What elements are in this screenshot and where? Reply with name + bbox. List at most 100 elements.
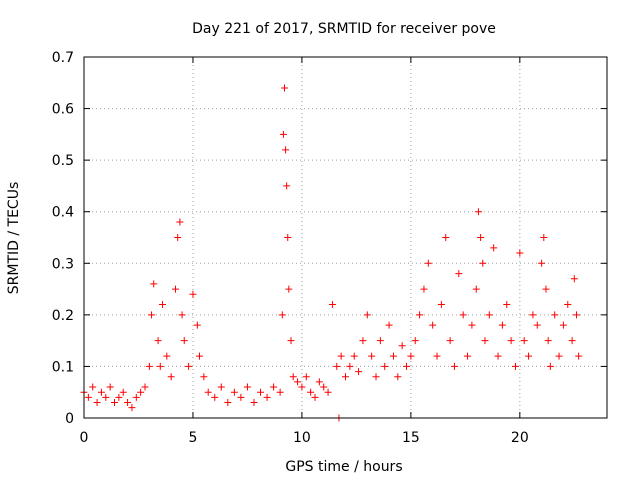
data-point [263,393,271,401]
data-point [437,301,445,309]
data-point [546,362,554,370]
data-point [324,388,332,396]
data-point [200,373,208,381]
data-point [84,393,92,401]
data-point [559,321,567,329]
x-tick-label: 0 [80,430,89,446]
data-point [307,388,315,396]
x-tick-label: 20 [511,430,529,446]
data-point [185,362,193,370]
data-point [433,352,441,360]
x-tick-label: 5 [188,430,197,446]
data-point [575,352,583,360]
data-point [156,362,164,370]
data-point [276,388,284,396]
data-point [106,383,114,391]
data-point [167,373,175,381]
axis-ticks: 0 5 10 15 20 0 0.1 0.2 0.3 0.4 0.5 0.6 0.7 [52,50,607,446]
data-point [424,259,432,267]
data-point [193,321,201,329]
data-point [455,270,463,278]
y-tick-label: 0.4 [52,205,74,221]
data-point [542,285,550,293]
data-point [315,378,323,386]
grid-lines [84,57,607,418]
data-point [124,399,132,407]
data-point [529,311,537,319]
data-point [97,388,105,396]
data-point [572,311,580,319]
data-point [102,393,110,401]
data-point [230,388,238,396]
data-point [446,337,454,345]
data-point [485,311,493,319]
data-point [283,182,291,190]
data-point [128,404,136,412]
data-point [163,352,171,360]
data-point [570,275,578,283]
data-point [337,352,345,360]
data-point [204,388,212,396]
data-point [429,321,437,329]
y-tick-label: 0.2 [52,308,74,324]
data-point [189,290,197,298]
data-points [80,84,583,422]
data-point [150,280,158,288]
data-point [507,337,515,345]
data-point [298,383,306,391]
data-point [346,362,354,370]
data-point [172,285,180,293]
data-point [555,352,563,360]
data-point [416,311,424,319]
data-point [385,321,393,329]
data-point [398,342,406,350]
data-point [282,146,290,154]
data-point [333,362,341,370]
data-point [176,218,184,226]
data-point [289,373,297,381]
data-point [294,378,302,386]
data-point [394,373,402,381]
data-point [551,311,559,319]
data-point [180,337,188,345]
data-point [93,399,101,407]
data-point [195,352,203,360]
data-point [119,388,127,396]
y-tick-label: 0.5 [52,153,74,169]
data-point [302,373,310,381]
data-point [516,249,524,257]
y-tick-label: 0.1 [52,359,74,375]
data-point [111,399,119,407]
data-point [474,208,482,216]
data-point [174,234,182,241]
data-point [442,234,450,241]
x-tick-label: 10 [293,430,311,446]
data-point [148,311,156,319]
data-point [494,352,502,360]
x-axis-label: GPS time / hours [285,459,402,475]
data-point [89,383,97,391]
data-point [498,321,506,329]
data-point [540,234,548,241]
data-point [490,244,498,252]
data-point [407,352,415,360]
data-point [359,337,367,345]
data-point [363,311,371,319]
data-point [284,234,292,241]
data-point [158,301,166,309]
data-point [178,311,186,319]
x-tick-label: 15 [402,430,420,446]
data-point [520,337,528,345]
data-point [511,362,519,370]
data-point [533,321,541,329]
data-point [538,259,546,267]
data-point [420,285,428,293]
data-point [141,383,149,391]
data-point [544,337,552,345]
data-point [481,337,489,345]
data-point [411,337,419,345]
data-point [568,337,576,345]
y-tick-label: 0.3 [52,256,74,272]
data-point [459,311,467,319]
